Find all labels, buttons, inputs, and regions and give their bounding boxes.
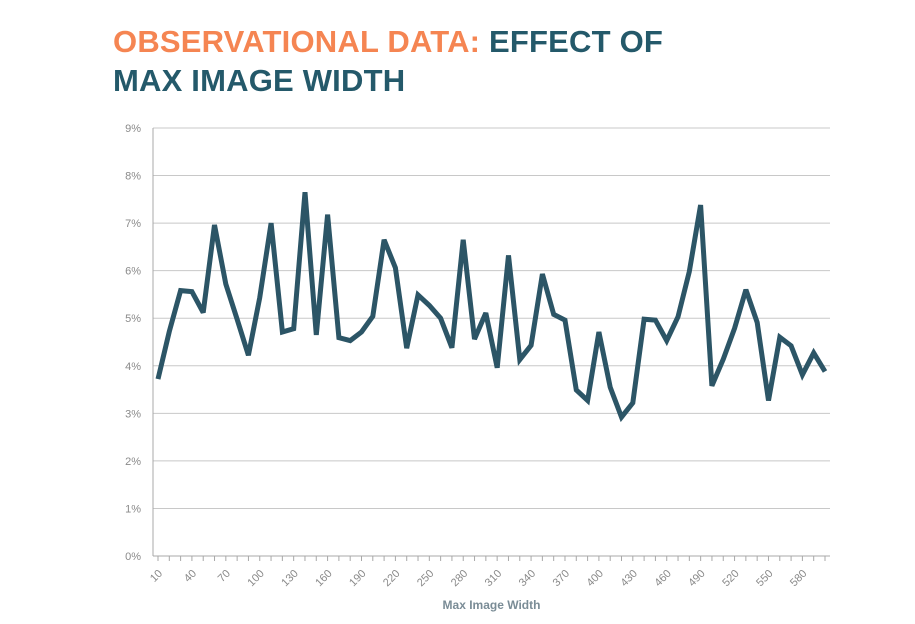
y-tick-label: 9% [125, 123, 141, 135]
x-tick-label: 460 [652, 568, 673, 589]
x-tick-label: 190 [347, 568, 368, 589]
y-axis-tick-labels: 0% 1% 2% 3% 4% 5% 6% 7% 8% 9% [125, 123, 141, 563]
y-tick-label: 1% [125, 503, 141, 515]
chart-title-line-1: OBSERVATIONAL DATA: EFFECT OF [113, 22, 663, 61]
x-tick-label: 520 [720, 568, 741, 589]
gridlines [152, 127, 830, 561]
y-tick-label: 5% [125, 313, 141, 325]
chart-title-main-1: EFFECT OF [489, 24, 664, 59]
x-tick-label: 160 [313, 568, 334, 589]
x-tick-label: 400 [585, 568, 606, 589]
y-tick-label: 3% [125, 408, 141, 420]
series-line [155, 191, 828, 423]
y-tick-label: 7% [125, 218, 141, 230]
y-tick-label: 4% [125, 361, 141, 373]
chart-title: OBSERVATIONAL DATA: EFFECT OF MAX IMAGE … [113, 22, 663, 100]
x-tick-label: 220 [381, 568, 402, 589]
x-tick-label: 310 [483, 568, 504, 589]
y-tick-label: 0% [125, 551, 141, 563]
y-tick-label: 2% [125, 456, 141, 468]
x-tick-label: 550 [754, 568, 775, 589]
x-tick-label: 130 [279, 568, 300, 589]
x-tick-label: 250 [415, 568, 436, 589]
x-tick-label: 580 [788, 568, 809, 589]
x-tick-label: 370 [551, 568, 572, 589]
y-tick-label: 6% [125, 266, 141, 278]
x-tick-label: 70 [216, 568, 233, 585]
series-layer [155, 191, 828, 423]
x-tick-label: 430 [618, 568, 639, 589]
x-axis-tick-labels: 10 40 70 100 130 160 190 220 250 280 310 340 370 400 4… [148, 568, 810, 589]
x-tick-label: 280 [449, 568, 470, 589]
chart-title-line-2: MAX IMAGE WIDTH [113, 63, 406, 98]
x-tick-label: 490 [686, 568, 707, 589]
x-tick-label: 40 [182, 568, 199, 585]
x-tick-label: 10 [148, 568, 165, 585]
chart-title-accent: OBSERVATIONAL DATA: [113, 24, 481, 59]
x-tick-label: 100 [245, 568, 266, 589]
x-tick-label: 340 [517, 568, 538, 589]
x-axis-title: Max Image Width [443, 598, 541, 612]
y-tick-label: 8% [125, 171, 141, 183]
